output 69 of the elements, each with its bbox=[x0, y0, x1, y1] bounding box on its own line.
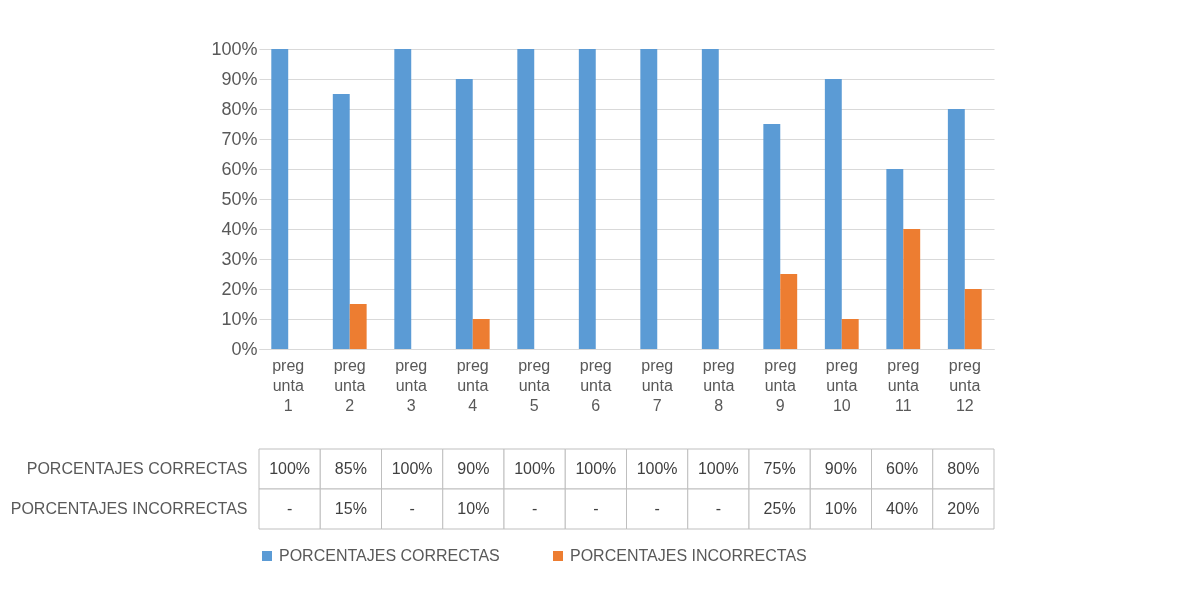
x-tick-label: pregunta 4 bbox=[456, 356, 489, 414]
x-tick-label: pregunta 10 bbox=[825, 356, 858, 414]
x-tick-label: pregunta 5 bbox=[518, 356, 551, 414]
x-tick-label: pregunta 1 bbox=[272, 356, 305, 414]
data-label: 100% bbox=[391, 460, 433, 477]
x-tick-label: pregunta 6 bbox=[579, 356, 612, 414]
data-label: 90% bbox=[457, 460, 490, 477]
x-tick-label: pregunta 12 bbox=[948, 356, 981, 414]
bar bbox=[780, 274, 798, 349]
data-label: 10% bbox=[457, 500, 490, 517]
y-tick-label: 90% bbox=[221, 68, 258, 89]
data-label: 20% bbox=[947, 500, 980, 517]
data-label: 100% bbox=[697, 460, 739, 477]
data-label: - bbox=[286, 500, 293, 517]
y-tick-label: 60% bbox=[221, 158, 258, 179]
bar bbox=[455, 79, 473, 349]
bar bbox=[701, 49, 719, 349]
bar bbox=[964, 289, 982, 349]
bar bbox=[903, 229, 921, 349]
data-label: 85% bbox=[334, 460, 367, 477]
data-label: 80% bbox=[947, 460, 980, 477]
bar bbox=[886, 169, 904, 349]
x-tick-label: pregunta 11 bbox=[887, 356, 920, 414]
bar bbox=[271, 49, 289, 349]
data-label: - bbox=[715, 500, 722, 517]
data-label: 60% bbox=[886, 460, 919, 477]
y-tick-label: 30% bbox=[221, 248, 258, 269]
x-tick-label: pregunta 8 bbox=[702, 356, 735, 414]
x-tick-label: pregunta 7 bbox=[641, 356, 674, 414]
bar bbox=[332, 94, 350, 349]
data-label: 15% bbox=[334, 500, 367, 517]
bar bbox=[824, 79, 842, 349]
data-label: 10% bbox=[824, 500, 857, 517]
bar bbox=[472, 319, 490, 349]
y-tick-label: 80% bbox=[221, 98, 258, 119]
data-label: 100% bbox=[514, 460, 556, 477]
bar bbox=[394, 49, 412, 349]
bar bbox=[640, 49, 658, 349]
bar bbox=[517, 49, 535, 349]
legend-label: PORCENTAJES INCORRECTAS bbox=[570, 547, 807, 564]
bar bbox=[763, 124, 781, 349]
y-tick-label: 100% bbox=[211, 38, 258, 59]
bar bbox=[578, 49, 596, 349]
bar bbox=[349, 304, 367, 349]
bar bbox=[947, 109, 965, 349]
y-tick-label: 70% bbox=[221, 128, 258, 149]
data-label: 100% bbox=[575, 460, 617, 477]
text: PORCENTAJES CORRECTAS bbox=[26, 460, 248, 477]
text: PORCENTAJES INCORRECTAS bbox=[10, 500, 248, 517]
data-label: 40% bbox=[886, 500, 919, 517]
data-label: 100% bbox=[269, 460, 311, 477]
y-tick-label: 20% bbox=[221, 278, 258, 299]
data-label: 90% bbox=[824, 460, 857, 477]
y-tick-label: 40% bbox=[221, 218, 258, 239]
y-tick-label: 0% bbox=[231, 338, 258, 359]
data-label: - bbox=[531, 500, 538, 517]
data-label: 25% bbox=[763, 500, 796, 517]
x-tick-label: pregunta 9 bbox=[764, 356, 797, 414]
data-label: - bbox=[593, 500, 599, 517]
x-tick-label: pregunta 2 bbox=[333, 356, 366, 414]
x-tick-label: pregunta 3 bbox=[395, 356, 428, 414]
y-tick-label: 50% bbox=[221, 188, 258, 209]
y-tick-label: 10% bbox=[221, 308, 258, 329]
data-label: 100% bbox=[636, 460, 678, 477]
bar bbox=[841, 319, 859, 349]
data-label: 75% bbox=[763, 460, 796, 477]
data-label: - bbox=[654, 500, 660, 517]
legend-label: PORCENTAJES CORRECTAS bbox=[279, 547, 500, 564]
data-label: - bbox=[409, 500, 415, 517]
